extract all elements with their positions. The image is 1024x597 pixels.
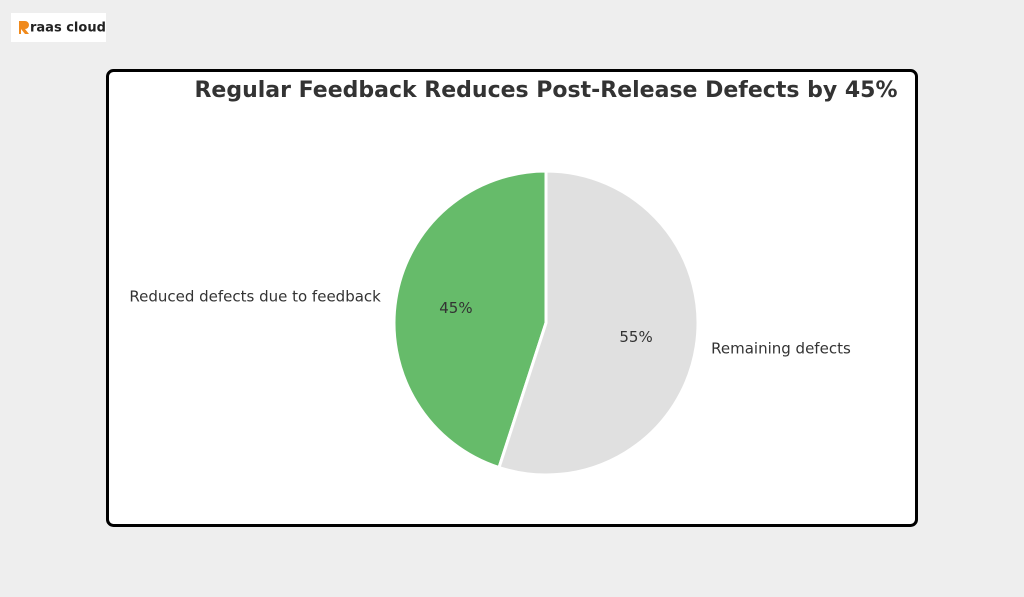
pie-slice bbox=[497, 169, 700, 477]
logo-text: raas cloud bbox=[30, 21, 106, 36]
slice-value-label: 45% bbox=[439, 299, 472, 317]
slice-value-label: 55% bbox=[619, 328, 652, 346]
slice-label: Remaining defects bbox=[711, 340, 851, 358]
pie-slice bbox=[392, 169, 548, 470]
logo-icon bbox=[19, 21, 29, 34]
slice-label: Reduced defects due to feedback bbox=[129, 287, 381, 305]
chart-title: Regular Feedback Reduces Post-Release De… bbox=[194, 78, 897, 103]
